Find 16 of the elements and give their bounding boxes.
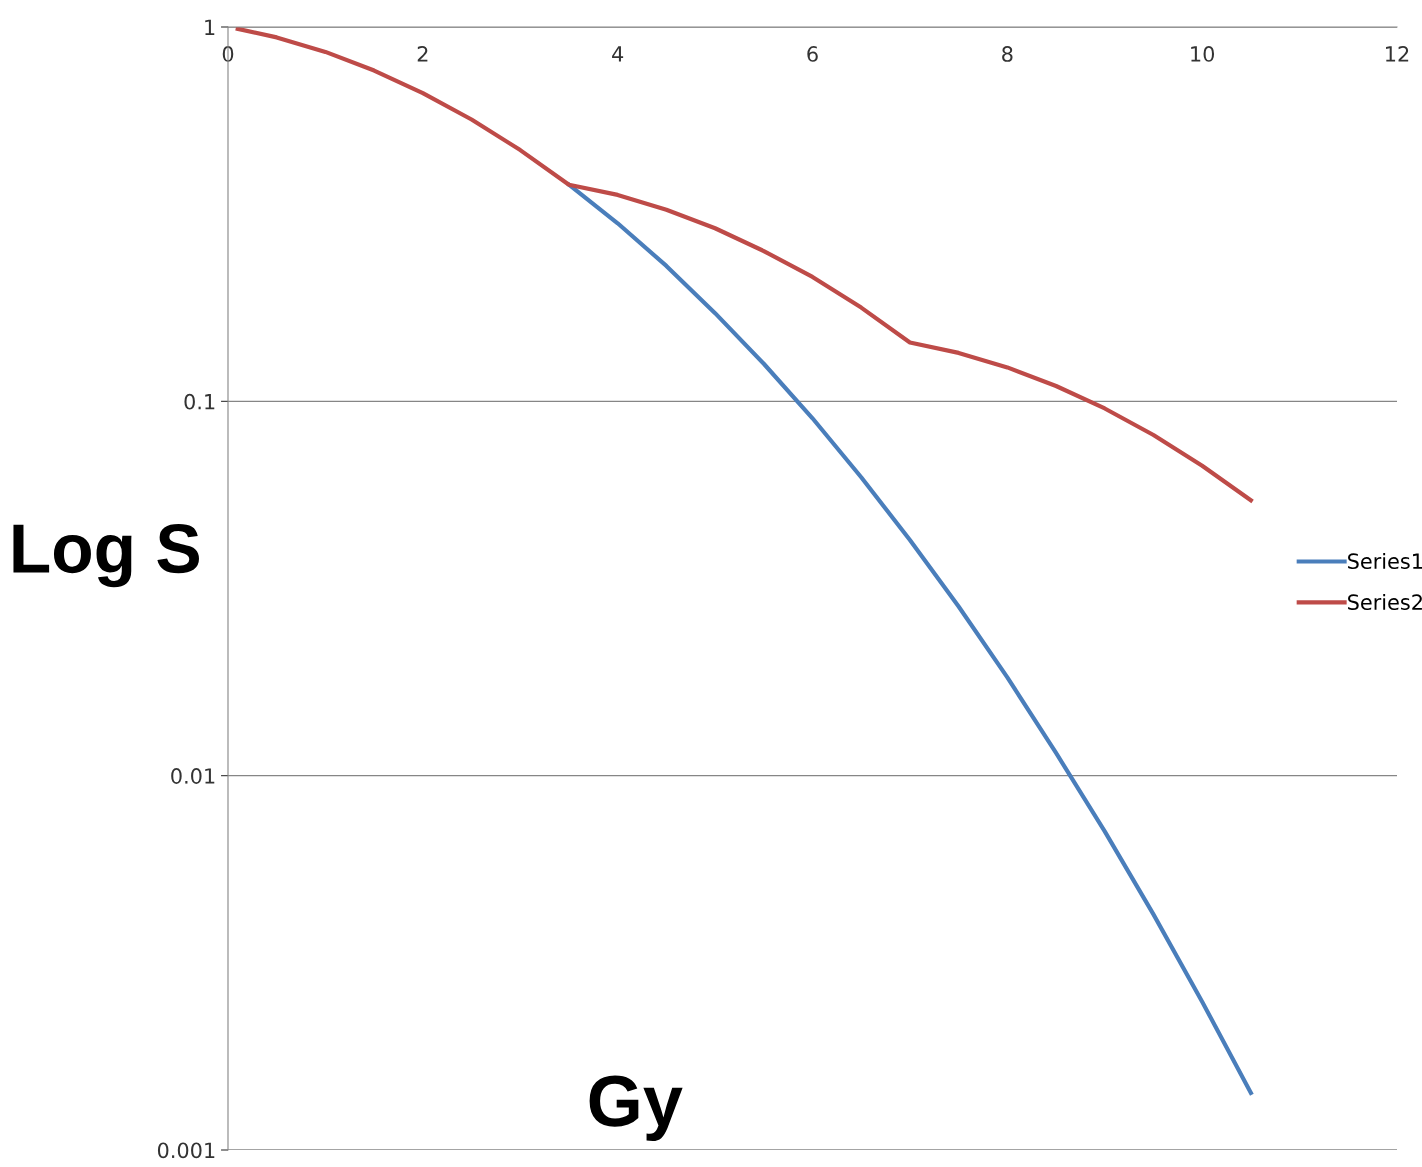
x-tick-label: 4 xyxy=(612,46,624,62)
x-tick-label: 8 xyxy=(1002,46,1013,62)
y-axis-title: Log S xyxy=(13,523,199,588)
x-tick-label: 0 xyxy=(222,46,234,62)
y-tick-label: 0.001 xyxy=(157,1142,215,1159)
x-tick-label: 2 xyxy=(417,46,428,62)
x-tick-label: 10 xyxy=(1191,46,1215,62)
y-tick-label: 1 xyxy=(205,19,215,35)
x-axis-title: Gy xyxy=(589,1075,683,1141)
x-tick-label: 6 xyxy=(807,46,818,62)
y-tick-label: 0.1 xyxy=(184,393,215,410)
legend-label: Series2 xyxy=(1348,593,1422,611)
x-tick-label: 12 xyxy=(1386,46,1409,62)
y-tick-label: 0.01 xyxy=(171,768,215,784)
legend-label: Series1 xyxy=(1348,552,1422,570)
line-series xyxy=(235,27,1253,503)
